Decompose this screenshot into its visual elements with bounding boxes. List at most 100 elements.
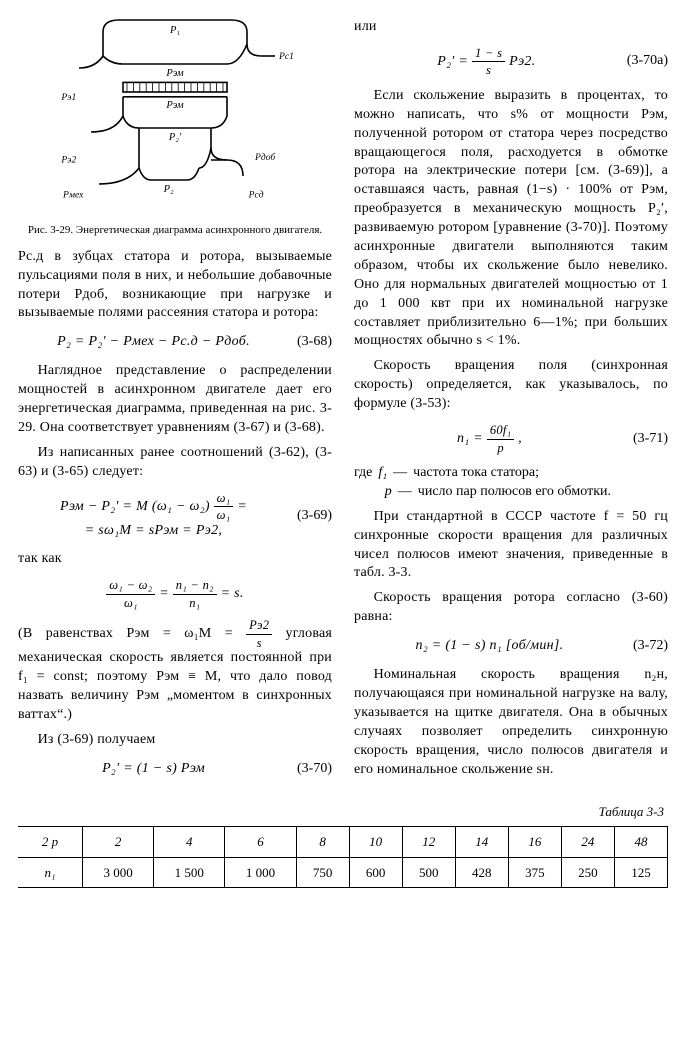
para-l1: Pс.д в зубцах статора и ротора, вызываем… — [18, 248, 332, 324]
eq-body: Pэм − P₂′ = M (ω₁ − ω₂) ω₁ ω₁ = = sω₁M =… — [18, 492, 289, 541]
table-head-label: 2 p — [18, 827, 83, 858]
para-r1: Если скольжение выразить в процентах, то… — [354, 87, 668, 351]
eq-text: Pэ2. — [509, 54, 535, 69]
where-symbol: p — [385, 483, 392, 502]
where-symbol: f₁ — [378, 464, 387, 483]
where-text: число пар полюсов его обмотки. — [418, 483, 668, 502]
eq-body: P₂′ = 1 − s s Pэ2. — [354, 47, 619, 77]
eq-text: , — [518, 431, 522, 446]
table-3-3: 2 p 2 4 6 8 10 12 14 16 24 48 n₁ 3 000 1… — [18, 826, 668, 888]
fig-label-pem: Pэм — [165, 68, 184, 79]
fig-label-pdob: Pдоб — [254, 152, 276, 163]
eq-frac-den: s — [472, 62, 505, 77]
eq-number: (3-70) — [297, 760, 332, 779]
equation-3-68: P₂ = P₂′ − Pмех − Pс.д − Pдоб. (3-68) — [18, 333, 332, 352]
table-cell: 375 — [508, 857, 561, 888]
where-block: где f₁ — частота тока статора; p — число… — [354, 464, 668, 502]
table-col: 48 — [614, 827, 667, 858]
table-title: Таблица 3-3 — [18, 803, 664, 821]
equation-3-71: n₁ = 60f₁ p , (3-71) — [354, 424, 668, 454]
fig-label-pmex: Pмех — [62, 190, 84, 201]
where-text: частота тока статора; — [413, 464, 668, 483]
equation-3-70: P₂′ = (1 − s) Pэм (3-70) — [18, 760, 332, 779]
eq-body: P₂′ = (1 − s) Pэм — [18, 760, 289, 779]
eq-number: (3-69) — [297, 507, 332, 526]
table-cell: 1 000 — [225, 857, 296, 888]
eq-frac-den: p — [487, 440, 515, 455]
table-col: 6 — [225, 827, 296, 858]
table-col: 24 — [561, 827, 614, 858]
where-intro: где — [354, 464, 372, 483]
equation-3-72: n₂ = (1 − s) n₁ [об/мин]. (3-72) — [354, 637, 668, 656]
eq-frac-den: s — [246, 635, 272, 650]
eq-frac-num: n₁ − n₂ — [173, 579, 217, 595]
para-l2: Наглядное представление о распределении … — [18, 362, 332, 438]
eq-frac-num: Pэ2 — [246, 619, 272, 635]
table-cell: 750 — [296, 857, 349, 888]
para-l4: так как — [18, 550, 332, 569]
two-column-layout: P₁ Pс1 Pэм Pэ1 — [18, 12, 668, 789]
eq-text: = sω₁M = sPэм = Pэ2, — [85, 523, 223, 538]
table-col: 4 — [154, 827, 225, 858]
eq-number: (3-71) — [633, 430, 668, 449]
para-r2: Скорость вращения поля (синхронная скоро… — [354, 357, 668, 414]
eq-frac-num: ω₁ — [214, 492, 234, 508]
table-cell: 250 — [561, 857, 614, 888]
eq-body: P₂ = P₂′ − Pмех − Pс.д − Pдоб. — [18, 333, 289, 352]
eq-frac-den: ω₁ — [106, 595, 155, 610]
right-column: или P₂′ = 1 − s s Pэ2. (3-70а) Если скол… — [354, 12, 668, 789]
figure-caption: Рис. 3-29. Энергетическая диаграмма асин… — [18, 223, 332, 238]
eq-body: n₂ = (1 − s) n₁ [об/мин]. — [354, 637, 625, 656]
table-col: 10 — [349, 827, 402, 858]
eq-frac-den: ω₁ — [214, 507, 234, 522]
table-col: 16 — [508, 827, 561, 858]
eq-text: = — [159, 587, 173, 602]
table-col: 12 — [402, 827, 455, 858]
figure-3-29: P₁ Pс1 Pэм Pэ1 — [18, 12, 332, 238]
para-r5: Номинальная скорость вращения n₂н, получ… — [354, 666, 668, 779]
eq-body: ω₁ − ω₂ ω₁ = n₁ − n₂ n₁ = s. — [18, 579, 332, 609]
where-dash: — — [393, 464, 407, 483]
para-or: или — [354, 18, 668, 37]
eq-number: (3-70а) — [627, 52, 668, 71]
table-header-row: 2 p 2 4 6 8 10 12 14 16 24 48 — [18, 827, 668, 858]
para-l6: Из (3-69) получаем — [18, 731, 332, 750]
fig-label-pe1: Pэ1 — [60, 92, 76, 103]
fig-label-p2p: P₂′ — [168, 132, 182, 143]
para-l5: (В равенствах Pэм = ω₁M = Pэ2 s угловая … — [18, 619, 332, 725]
table-cell: 428 — [455, 857, 508, 888]
table-data-row: n₁ 3 000 1 500 1 000 750 600 500 428 375… — [18, 857, 668, 888]
fig-label-pcd: Pсд — [248, 190, 264, 201]
para-r4: Скорость вращения ротора согласно (3-60)… — [354, 589, 668, 627]
fig-label-pem2: Pэм — [165, 100, 184, 111]
eq-text: Pэм − P₂′ = M (ω₁ − ω₂) — [60, 499, 210, 514]
equation-slip: ω₁ − ω₂ ω₁ = n₁ − n₂ n₁ = s. — [18, 579, 332, 609]
fig-label-p1: P₁ — [169, 25, 180, 36]
table-row-label: n₁ — [18, 857, 83, 888]
table-cell: 600 — [349, 857, 402, 888]
where-dash: — — [398, 483, 412, 502]
table-cell: 3 000 — [83, 857, 154, 888]
eq-frac-num: 60f₁ — [487, 424, 515, 440]
para-r3: При стандартной в СССР частоте f = 50 гц… — [354, 508, 668, 584]
fig-label-pc1: Pс1 — [278, 51, 294, 62]
table-col: 2 — [83, 827, 154, 858]
fig-label-p2: P₂ — [163, 184, 174, 195]
equation-3-70a: P₂′ = 1 − s s Pэ2. (3-70а) — [354, 47, 668, 77]
eq-text: = — [237, 499, 247, 514]
eq-frac-num: ω₁ − ω₂ — [106, 579, 155, 595]
eq-number: (3-68) — [297, 333, 332, 352]
table-col: 14 — [455, 827, 508, 858]
eq-body: n₁ = 60f₁ p , — [354, 424, 625, 454]
para-l3: Из написанных ранее соотношений (3-62), … — [18, 444, 332, 482]
eq-number: (3-72) — [633, 637, 668, 656]
eq-text: = s. — [221, 587, 244, 602]
table-cell: 1 500 — [154, 857, 225, 888]
eq-text: n₁ = — [457, 431, 487, 446]
eq-text: P₂′ = — [437, 54, 472, 69]
eq-frac-den: n₁ — [173, 595, 217, 610]
eq-frac-num: 1 − s — [472, 47, 505, 63]
left-column: P₁ Pс1 Pэм Pэ1 — [18, 12, 332, 789]
para-text: (В равенствах Pэм = ω₁M = — [18, 627, 246, 642]
table-col: 8 — [296, 827, 349, 858]
